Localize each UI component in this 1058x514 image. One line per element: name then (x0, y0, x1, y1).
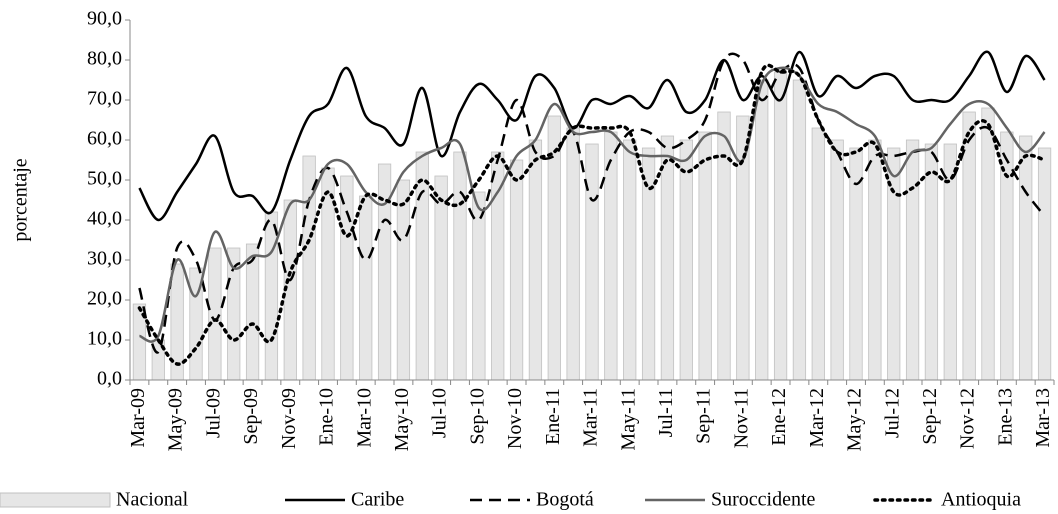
x-tick-label: Nov-12 (957, 388, 979, 449)
y-axis-label: porcentaje (10, 158, 32, 241)
y-tick-label: 80,0 (87, 48, 122, 70)
x-tick-label: Ene-10 (316, 388, 338, 446)
x-tick-label: Jul-09 (202, 388, 224, 438)
bar (415, 151, 429, 381)
bar (264, 211, 279, 381)
x-tick-label: Mar-11 (580, 388, 602, 447)
bar (585, 143, 599, 381)
bar (1019, 135, 1033, 381)
bar (830, 139, 844, 381)
x-tick-label: Mar-10 (353, 388, 375, 448)
bar (773, 71, 788, 381)
x-tick-label: Nov-09 (278, 388, 300, 449)
y-tick-label: 0,0 (97, 368, 122, 390)
x-tick-label: Sep-12 (919, 388, 941, 445)
bar (698, 131, 712, 381)
legend-label: Nacional (116, 489, 189, 511)
x-tick-label: Jul-12 (881, 388, 903, 438)
x-tick-label: Jul-11 (655, 388, 677, 437)
bar (434, 175, 448, 381)
bar (340, 175, 354, 381)
x-tick-label: Nov-10 (504, 388, 526, 449)
y-tick-label: 30,0 (87, 248, 122, 270)
y-tick-label: 10,0 (87, 328, 122, 350)
bar (377, 163, 392, 381)
legend-label: Caribe (351, 489, 404, 511)
bar (679, 139, 693, 381)
bar (981, 107, 995, 381)
x-tick-label: Sep-09 (240, 388, 262, 445)
y-tick-label: 90,0 (87, 8, 122, 30)
bar (868, 139, 882, 381)
x-tick-label: Ene-12 (768, 388, 790, 446)
x-tick-label: Sep-11 (693, 388, 715, 444)
bar (528, 139, 543, 381)
y-tick-label: 50,0 (87, 168, 122, 190)
bar (623, 139, 637, 381)
x-tick-label: Mar-09 (127, 388, 149, 448)
bar (792, 79, 807, 381)
legend-label: Antioquia (941, 489, 1021, 511)
bar (566, 127, 580, 381)
bar (359, 195, 373, 381)
x-tick-label: May-09 (165, 388, 187, 451)
bar (811, 127, 825, 381)
bar (717, 111, 731, 381)
legend-swatch (0, 492, 111, 508)
x-tick-label: May-10 (391, 388, 413, 451)
bar (1037, 147, 1052, 381)
line (137, 63, 1047, 366)
bar (208, 247, 222, 381)
bar (396, 179, 411, 381)
bar (924, 143, 939, 381)
bar (509, 159, 524, 381)
x-tick-label: Jul-10 (429, 388, 451, 438)
line (138, 50, 1046, 222)
x-tick-label: Sep-10 (466, 388, 488, 445)
bar (641, 147, 656, 381)
legend-label: Suroccidente (711, 489, 816, 511)
line (139, 66, 1046, 343)
bar (660, 135, 675, 381)
bar (905, 139, 920, 381)
x-tick-label: Mar-12 (806, 388, 828, 448)
x-tick-label: Mar-13 (1032, 388, 1054, 448)
legend-label: Bogotá (536, 489, 594, 511)
bar (755, 79, 769, 381)
y-tick-label: 40,0 (87, 208, 122, 230)
x-tick-label: May-12 (844, 388, 866, 451)
y-tick-label: 20,0 (87, 288, 122, 310)
y-tick-label: 70,0 (87, 88, 122, 110)
line (138, 52, 1046, 354)
bar (453, 151, 467, 381)
x-tick-label: May-11 (617, 388, 639, 451)
y-tick-label: 60,0 (87, 128, 122, 150)
x-tick-label: Nov-11 (730, 388, 752, 448)
x-tick-label: Ene-13 (994, 388, 1016, 446)
x-tick-label: Ene-11 (542, 388, 564, 445)
